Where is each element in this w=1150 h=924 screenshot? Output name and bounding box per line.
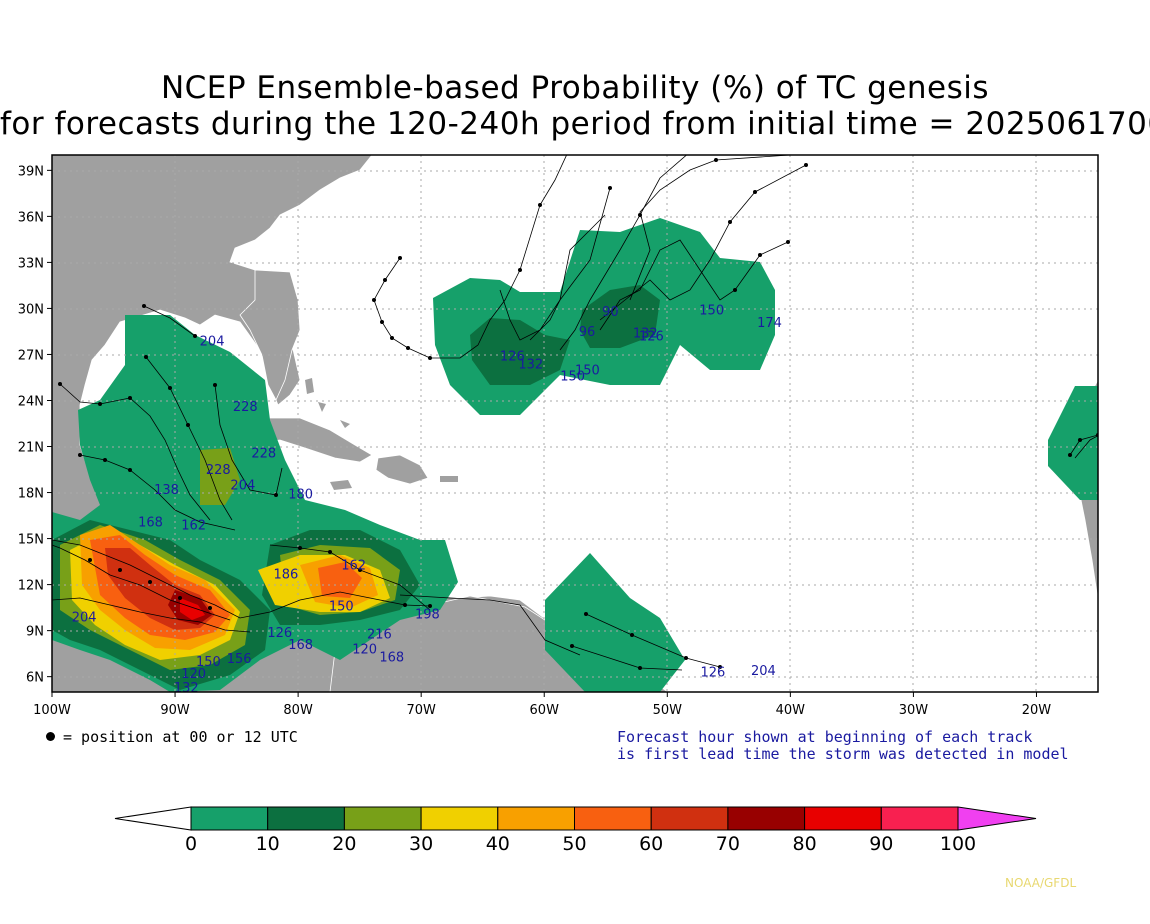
track-hour-label: 174 (757, 316, 782, 331)
track-hour-label: 150 (560, 370, 585, 385)
lon-tick-label: 50W (653, 703, 683, 718)
lon-tick-label: 80W (283, 703, 313, 718)
chart-title-line1: NCEP Ensemble-based Probability (%) of T… (160, 70, 990, 106)
map-gridlines (52, 155, 1098, 692)
track-hour-label: 126 (701, 666, 726, 681)
chart-title-line2: for forecasts during the 120-240h period… (0, 106, 1150, 142)
lat-tick-label: 21N (18, 441, 44, 456)
track-hour-label: 150 (329, 600, 354, 615)
track-hour-label: 90 (602, 305, 619, 320)
longitude-tick-labels: 100W 90W 80W 70W 60W 50W 40W 30W 20W (33, 692, 1051, 718)
track-hour-label: 168 (288, 638, 313, 653)
credit-text: NOAA/GFDL (1005, 876, 1077, 890)
track-hour-label: 204 (72, 610, 97, 625)
track-hour-label: 204 (751, 664, 776, 679)
track-hour-label: 204 (200, 334, 225, 349)
track-hour-label: 162 (181, 518, 206, 533)
lon-tick-label: 70W (406, 703, 436, 718)
track-hour-label: 138 (154, 483, 179, 498)
lat-tick-label: 12N (18, 579, 44, 594)
track-hour-label: 150 (196, 655, 221, 670)
track-hour-label: 150 (699, 304, 724, 319)
lon-tick-label: 90W (160, 703, 190, 718)
hispaniola-land (375, 454, 429, 485)
track-hour-label: 126 (500, 350, 525, 365)
lat-tick-label: 33N (18, 256, 44, 271)
track-hour-label: 120 (181, 667, 206, 682)
position-marker-legend: = position at 00 or 12 UTC (46, 728, 298, 746)
lat-tick-label: 15N (18, 533, 44, 548)
track-hour-label: 132 (518, 357, 543, 372)
lon-tick-label: 40W (776, 703, 806, 718)
lon-tick-label: 30W (899, 703, 929, 718)
lat-tick-label: 30N (18, 302, 44, 317)
track-hour-label: 132 (633, 327, 658, 342)
track-hour-label: 228 (233, 400, 258, 415)
bahamas-land (305, 378, 350, 428)
track-hour-label: 120 (352, 643, 377, 658)
track-hour-label: 150 (575, 363, 600, 378)
track-hour-label: 216 (367, 627, 392, 642)
probability-shading (52, 218, 1098, 692)
track-hour-label: 132 (174, 681, 199, 696)
lat-tick-label: 18N (18, 487, 44, 502)
forecast-hour-note-line1: Forecast hour shown at beginning of each… (617, 728, 1033, 746)
latitude-tick-labels: 39N 36N 33N 30N 27N 24N 21N 18N 15N 12N 9N 6N (18, 164, 52, 686)
track-position-dots (58, 158, 1098, 670)
lon-tick-label: 20W (1022, 703, 1052, 718)
position-dot-icon (46, 732, 55, 741)
jamaica-land (330, 480, 352, 490)
lat-tick-label: 39N (18, 164, 44, 179)
track-hour-label: 156 (227, 652, 252, 667)
track-hour-label: 126 (267, 626, 292, 641)
lon-tick-label: 100W (33, 703, 71, 718)
track-hour-label: 168 (138, 515, 163, 530)
track-hour-label: 96 (579, 325, 596, 340)
track-hour-label: 162 (341, 558, 366, 573)
lat-tick-label: 36N (18, 210, 44, 225)
puerto-rico-land (440, 476, 458, 482)
lat-tick-label: 9N (26, 625, 44, 640)
track-hour-label: 168 (379, 650, 404, 665)
lat-tick-label: 6N (26, 671, 44, 686)
lat-tick-label: 24N (18, 394, 44, 409)
track-hour-label: 186 (274, 567, 299, 582)
lon-tick-label: 60W (530, 703, 560, 718)
position-marker-text: = position at 00 or 12 UTC (63, 728, 298, 746)
track-hour-label: 228 (251, 446, 276, 461)
map-frame (51, 154, 1099, 693)
track-hour-label: 180 (288, 488, 313, 503)
track-hour-label: 126 (639, 330, 664, 345)
track-hour-label: 204 (230, 478, 255, 493)
track-hour-label: 198 (415, 607, 440, 622)
storm-tracks (52, 155, 1098, 671)
lat-tick-label: 27N (18, 348, 44, 363)
track-hour-label: 228 (206, 463, 231, 478)
forecast-hour-note-line2: is first lead time the storm was detecte… (617, 745, 1069, 763)
